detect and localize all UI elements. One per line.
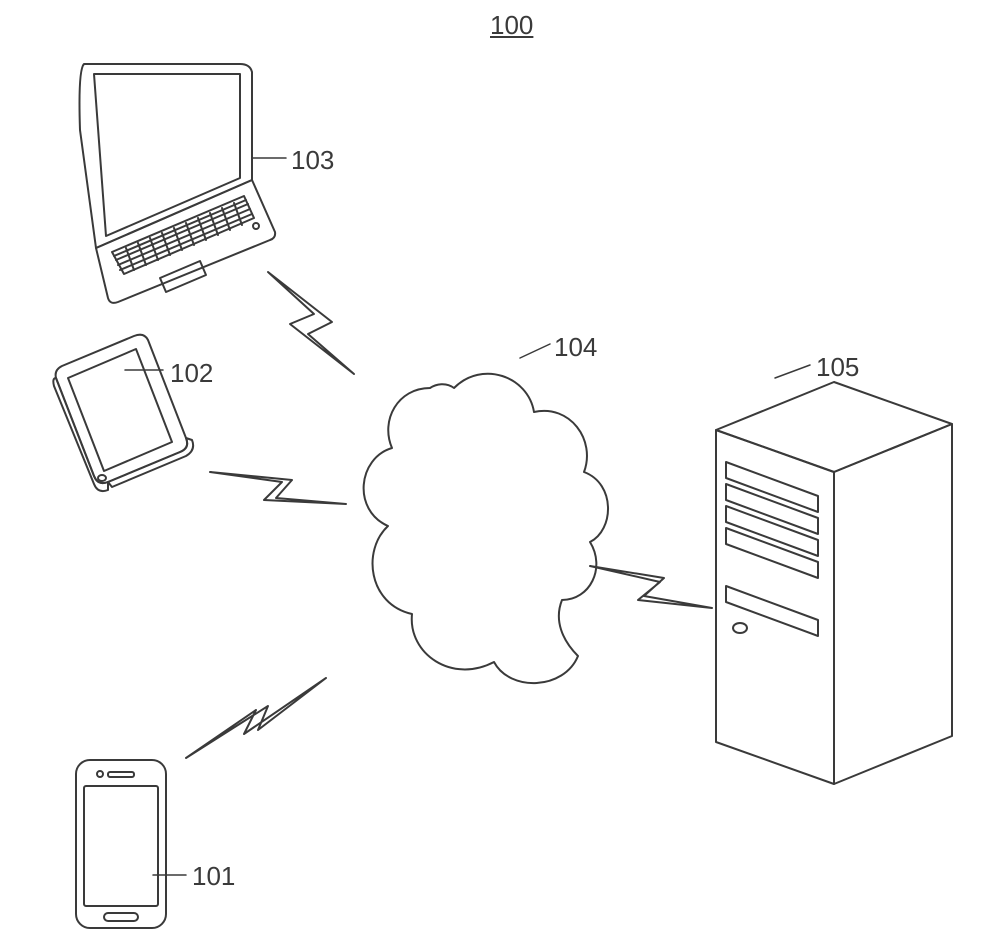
laptop-node	[80, 64, 276, 303]
label-103: 103	[291, 145, 334, 176]
edge-phone-cloud	[186, 678, 326, 758]
label-102: 102	[170, 358, 213, 389]
smartphone-node	[76, 760, 166, 928]
label-101: 101	[192, 861, 235, 892]
diagram-canvas	[0, 0, 1000, 949]
cloud-node	[364, 374, 608, 683]
edge-laptop-cloud	[268, 272, 354, 374]
edge-tablet-cloud	[210, 472, 346, 504]
label-105: 105	[816, 352, 859, 383]
figure-number: 100	[490, 10, 533, 41]
edge-cloud-server	[590, 566, 712, 608]
label-104: 104	[554, 332, 597, 363]
server-final	[700, 350, 970, 800]
